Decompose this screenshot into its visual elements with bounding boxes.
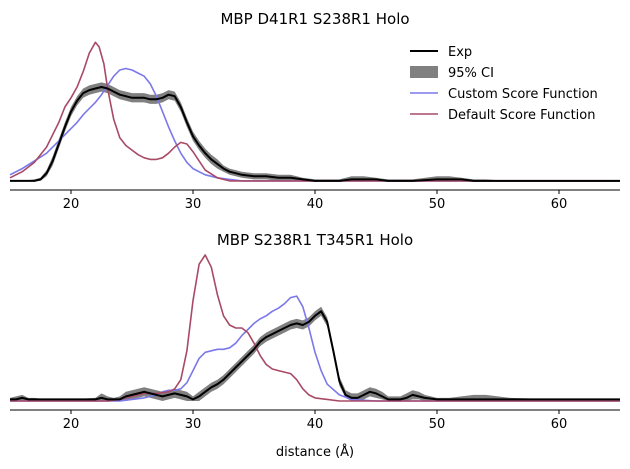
bottom-x-tick-label: 30 (185, 417, 202, 432)
bottom-panel: MBP S238R1 T345R1 Holo 20 30 40 50 60 distan… (10, 231, 620, 460)
bottom-x-tick-label: 40 (307, 417, 324, 432)
top-panel-title: MBP D41R1 S238R1 Holo (220, 10, 409, 28)
bottom-x-tick-label: 50 (429, 417, 446, 432)
top-panel-lines (9, 41, 620, 182)
top-panel-x-ticks: 20 30 40 50 60 (63, 190, 568, 212)
x-axis-label: distance (Å) (276, 444, 354, 460)
bottom-default-score-function-line (10, 254, 620, 402)
bottom-x-tick-label: 20 (63, 417, 80, 432)
legend-label-custom-score-function: Custom Score Function (448, 87, 598, 102)
legend: Exp 95% CI Custom Score Function Default Sc… (410, 45, 598, 123)
top-x-tick-label: 30 (185, 197, 202, 212)
legend-label-95-ci: 95% CI (448, 66, 494, 81)
bottom-x-tick-label: 60 (551, 417, 568, 432)
top-exp-line (10, 86, 620, 182)
bottom-panel-title: MBP S238R1 T345R1 Holo (217, 231, 413, 249)
bottom-panel-lines (10, 254, 620, 402)
bottom-custom-score-function-line (10, 295, 620, 402)
legend-label-exp: Exp (448, 45, 472, 60)
top-x-tick-label: 20 (63, 197, 80, 212)
bottom-panel-x-ticks: 20 30 40 50 60 (63, 410, 568, 432)
top-x-tick-label: 60 (551, 197, 568, 212)
top-custom-score-function-line (9, 67, 620, 182)
legend-swatch-95-ci (410, 66, 438, 78)
top-x-tick-label: 50 (429, 197, 446, 212)
bottom-exp-line (10, 310, 620, 401)
legend-label-default-score-function: Default Score Function (448, 108, 595, 123)
top-default-score-function-line (9, 41, 620, 182)
top-panel: MBP D41R1 S238R1 Holo 20 30 40 50 60 Exp 95% … (9, 10, 620, 212)
top-x-tick-label: 40 (307, 197, 324, 212)
